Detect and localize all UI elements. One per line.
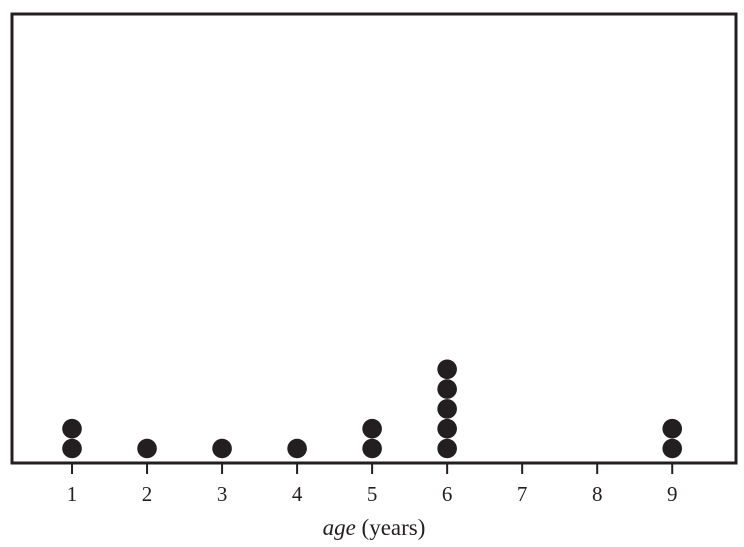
dot-x6-1	[437, 438, 457, 459]
x-axis-label-italic: age	[323, 515, 356, 540]
dot-x6-3	[437, 399, 457, 419]
x-tick-label-9: 9	[667, 482, 678, 506]
dot-x5-1	[362, 438, 382, 459]
x-axis-tick-labels: 1 2 3 4 5 6 7 8 9	[67, 482, 678, 506]
x-tick-label-3: 3	[217, 482, 228, 506]
x-tick-label-6: 6	[442, 482, 453, 506]
dot-x9-2	[662, 418, 683, 439]
x-tick-label-5: 5	[367, 482, 378, 506]
x-tick-label-4: 4	[292, 482, 303, 506]
dot-x6-5	[437, 359, 457, 380]
dot-x6-2	[437, 418, 457, 439]
x-tick-label-8: 8	[592, 482, 603, 506]
x-axis-label: age (years)	[323, 515, 426, 540]
x-tick-label-7: 7	[517, 482, 528, 506]
dot-x6-4	[437, 379, 457, 399]
x-axis-label-rest: (years)	[362, 515, 426, 540]
dot-x4-1	[287, 438, 307, 459]
x-tick-label-2: 2	[142, 482, 153, 506]
dot-x3-1	[212, 438, 232, 459]
data-dots	[62, 359, 683, 459]
dot-x9-1	[662, 438, 683, 459]
x-axis-ticks	[71, 463, 674, 474]
dot-x2-1	[137, 438, 157, 459]
plot-frame	[10, 12, 738, 465]
dot-x1-2	[62, 418, 82, 439]
x-tick-label-1: 1	[67, 482, 78, 506]
dot-x5-2	[362, 418, 382, 439]
dot-x1-1	[62, 438, 82, 459]
